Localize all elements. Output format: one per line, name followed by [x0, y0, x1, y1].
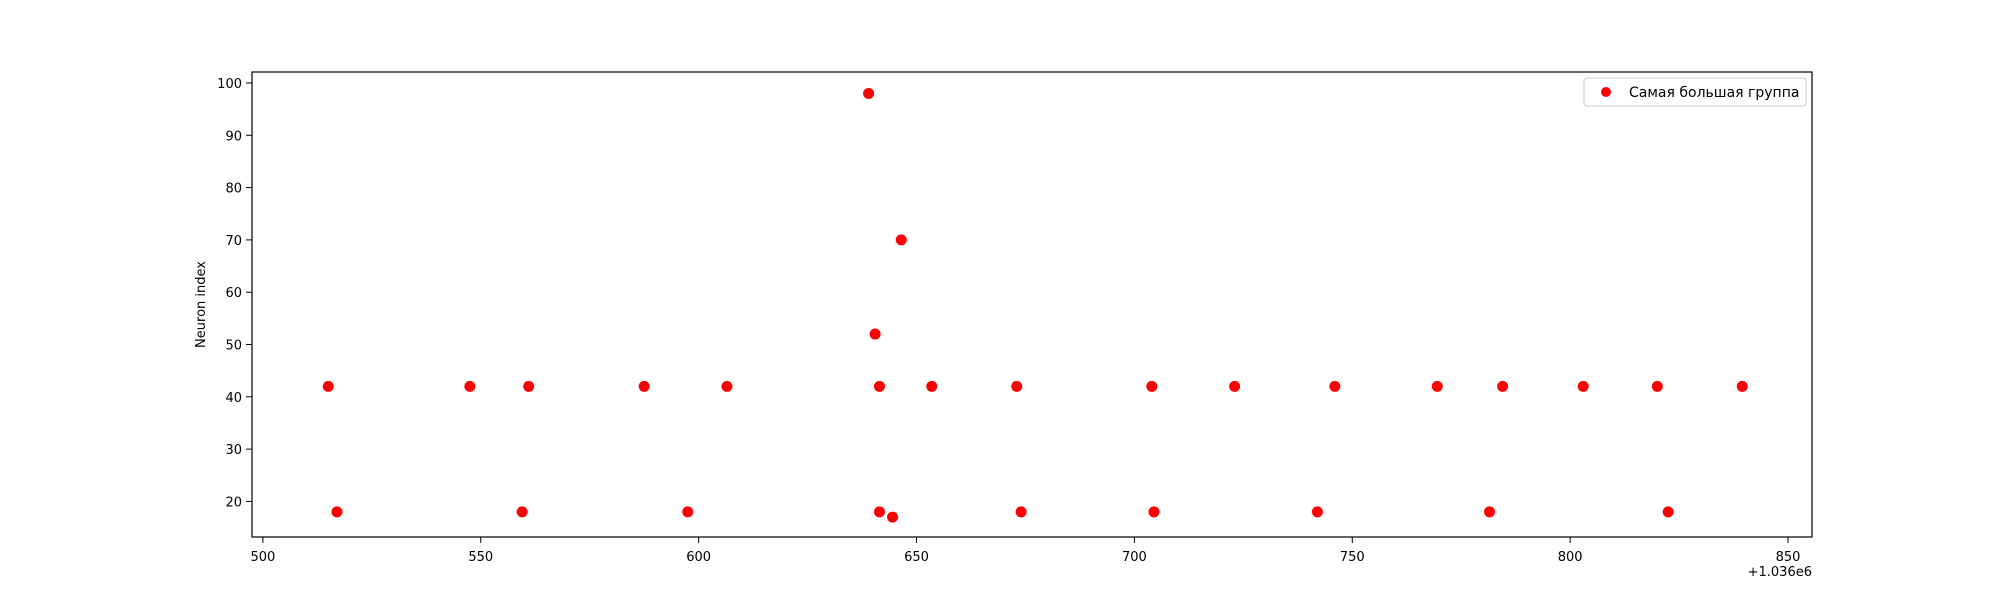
x-tick-label: 850 — [1776, 550, 1801, 565]
y-tick-label: 50 — [225, 339, 242, 354]
x-axis-offset-label: +1.036e6 — [1748, 565, 1812, 580]
x-tick-label: 700 — [1122, 550, 1147, 565]
data-point — [1651, 380, 1663, 392]
data-point — [1577, 380, 1589, 392]
data-point — [869, 328, 881, 340]
legend-box — [1583, 77, 1807, 107]
legend-marker — [1601, 87, 1611, 97]
y-tick-label: 70 — [225, 234, 242, 249]
data-point — [516, 506, 528, 518]
y-tick-label: 60 — [225, 286, 242, 301]
data-point — [1431, 380, 1443, 392]
y-tick-label: 80 — [225, 182, 242, 197]
data-point — [895, 234, 907, 246]
data-point — [1011, 380, 1023, 392]
data-point — [873, 380, 885, 392]
legend: Самая большая группа — [1583, 77, 1807, 107]
data-point — [1736, 380, 1748, 392]
data-point — [464, 380, 476, 392]
data-point — [863, 87, 875, 99]
y-tick-label: 20 — [225, 495, 242, 510]
y-tick-label: 40 — [225, 391, 242, 406]
data-point — [1146, 380, 1158, 392]
y-tick-label: 30 — [225, 443, 242, 458]
data-point — [1148, 506, 1160, 518]
x-tick-label: 550 — [468, 550, 493, 565]
data-point — [331, 506, 343, 518]
data-point — [322, 380, 334, 392]
x-tick-label: 800 — [1558, 550, 1583, 565]
x-tick-label: 500 — [250, 550, 275, 565]
data-point — [1015, 506, 1027, 518]
data-point — [1229, 380, 1241, 392]
data-point — [926, 380, 938, 392]
data-point — [1662, 506, 1674, 518]
ticks-layer: 500 550 600 650 700 750 800 850 20 30 40 50 60 70 80 90… — [217, 77, 1800, 565]
x-tick-label: 750 — [1340, 550, 1365, 565]
y-axis-label: Neuron index — [194, 261, 209, 348]
data-point — [682, 506, 694, 518]
x-tick-label: 600 — [686, 550, 711, 565]
y-tick-label: 90 — [225, 129, 242, 144]
data-point — [721, 380, 733, 392]
legend-label: Самая большая группа — [1629, 85, 1799, 101]
x-tick-label: 650 — [904, 550, 929, 565]
y-tick-label: 100 — [217, 77, 242, 92]
data-point — [1311, 506, 1323, 518]
data-point — [638, 380, 650, 392]
points-layer — [322, 87, 1748, 523]
plot-frame — [251, 71, 1813, 538]
data-point — [523, 380, 535, 392]
data-point — [1484, 506, 1496, 518]
data-point — [873, 506, 885, 518]
data-point — [887, 511, 899, 523]
data-point — [1497, 380, 1509, 392]
data-point — [1329, 380, 1341, 392]
